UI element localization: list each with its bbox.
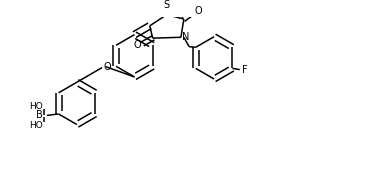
Text: HO: HO [29,102,43,111]
Text: O: O [134,40,141,50]
Text: O: O [103,62,111,72]
Text: N: N [182,32,190,42]
Text: B: B [36,110,43,120]
Text: HO: HO [29,121,43,130]
Text: O: O [195,6,202,16]
Text: F: F [242,65,248,75]
Text: S: S [164,0,170,10]
